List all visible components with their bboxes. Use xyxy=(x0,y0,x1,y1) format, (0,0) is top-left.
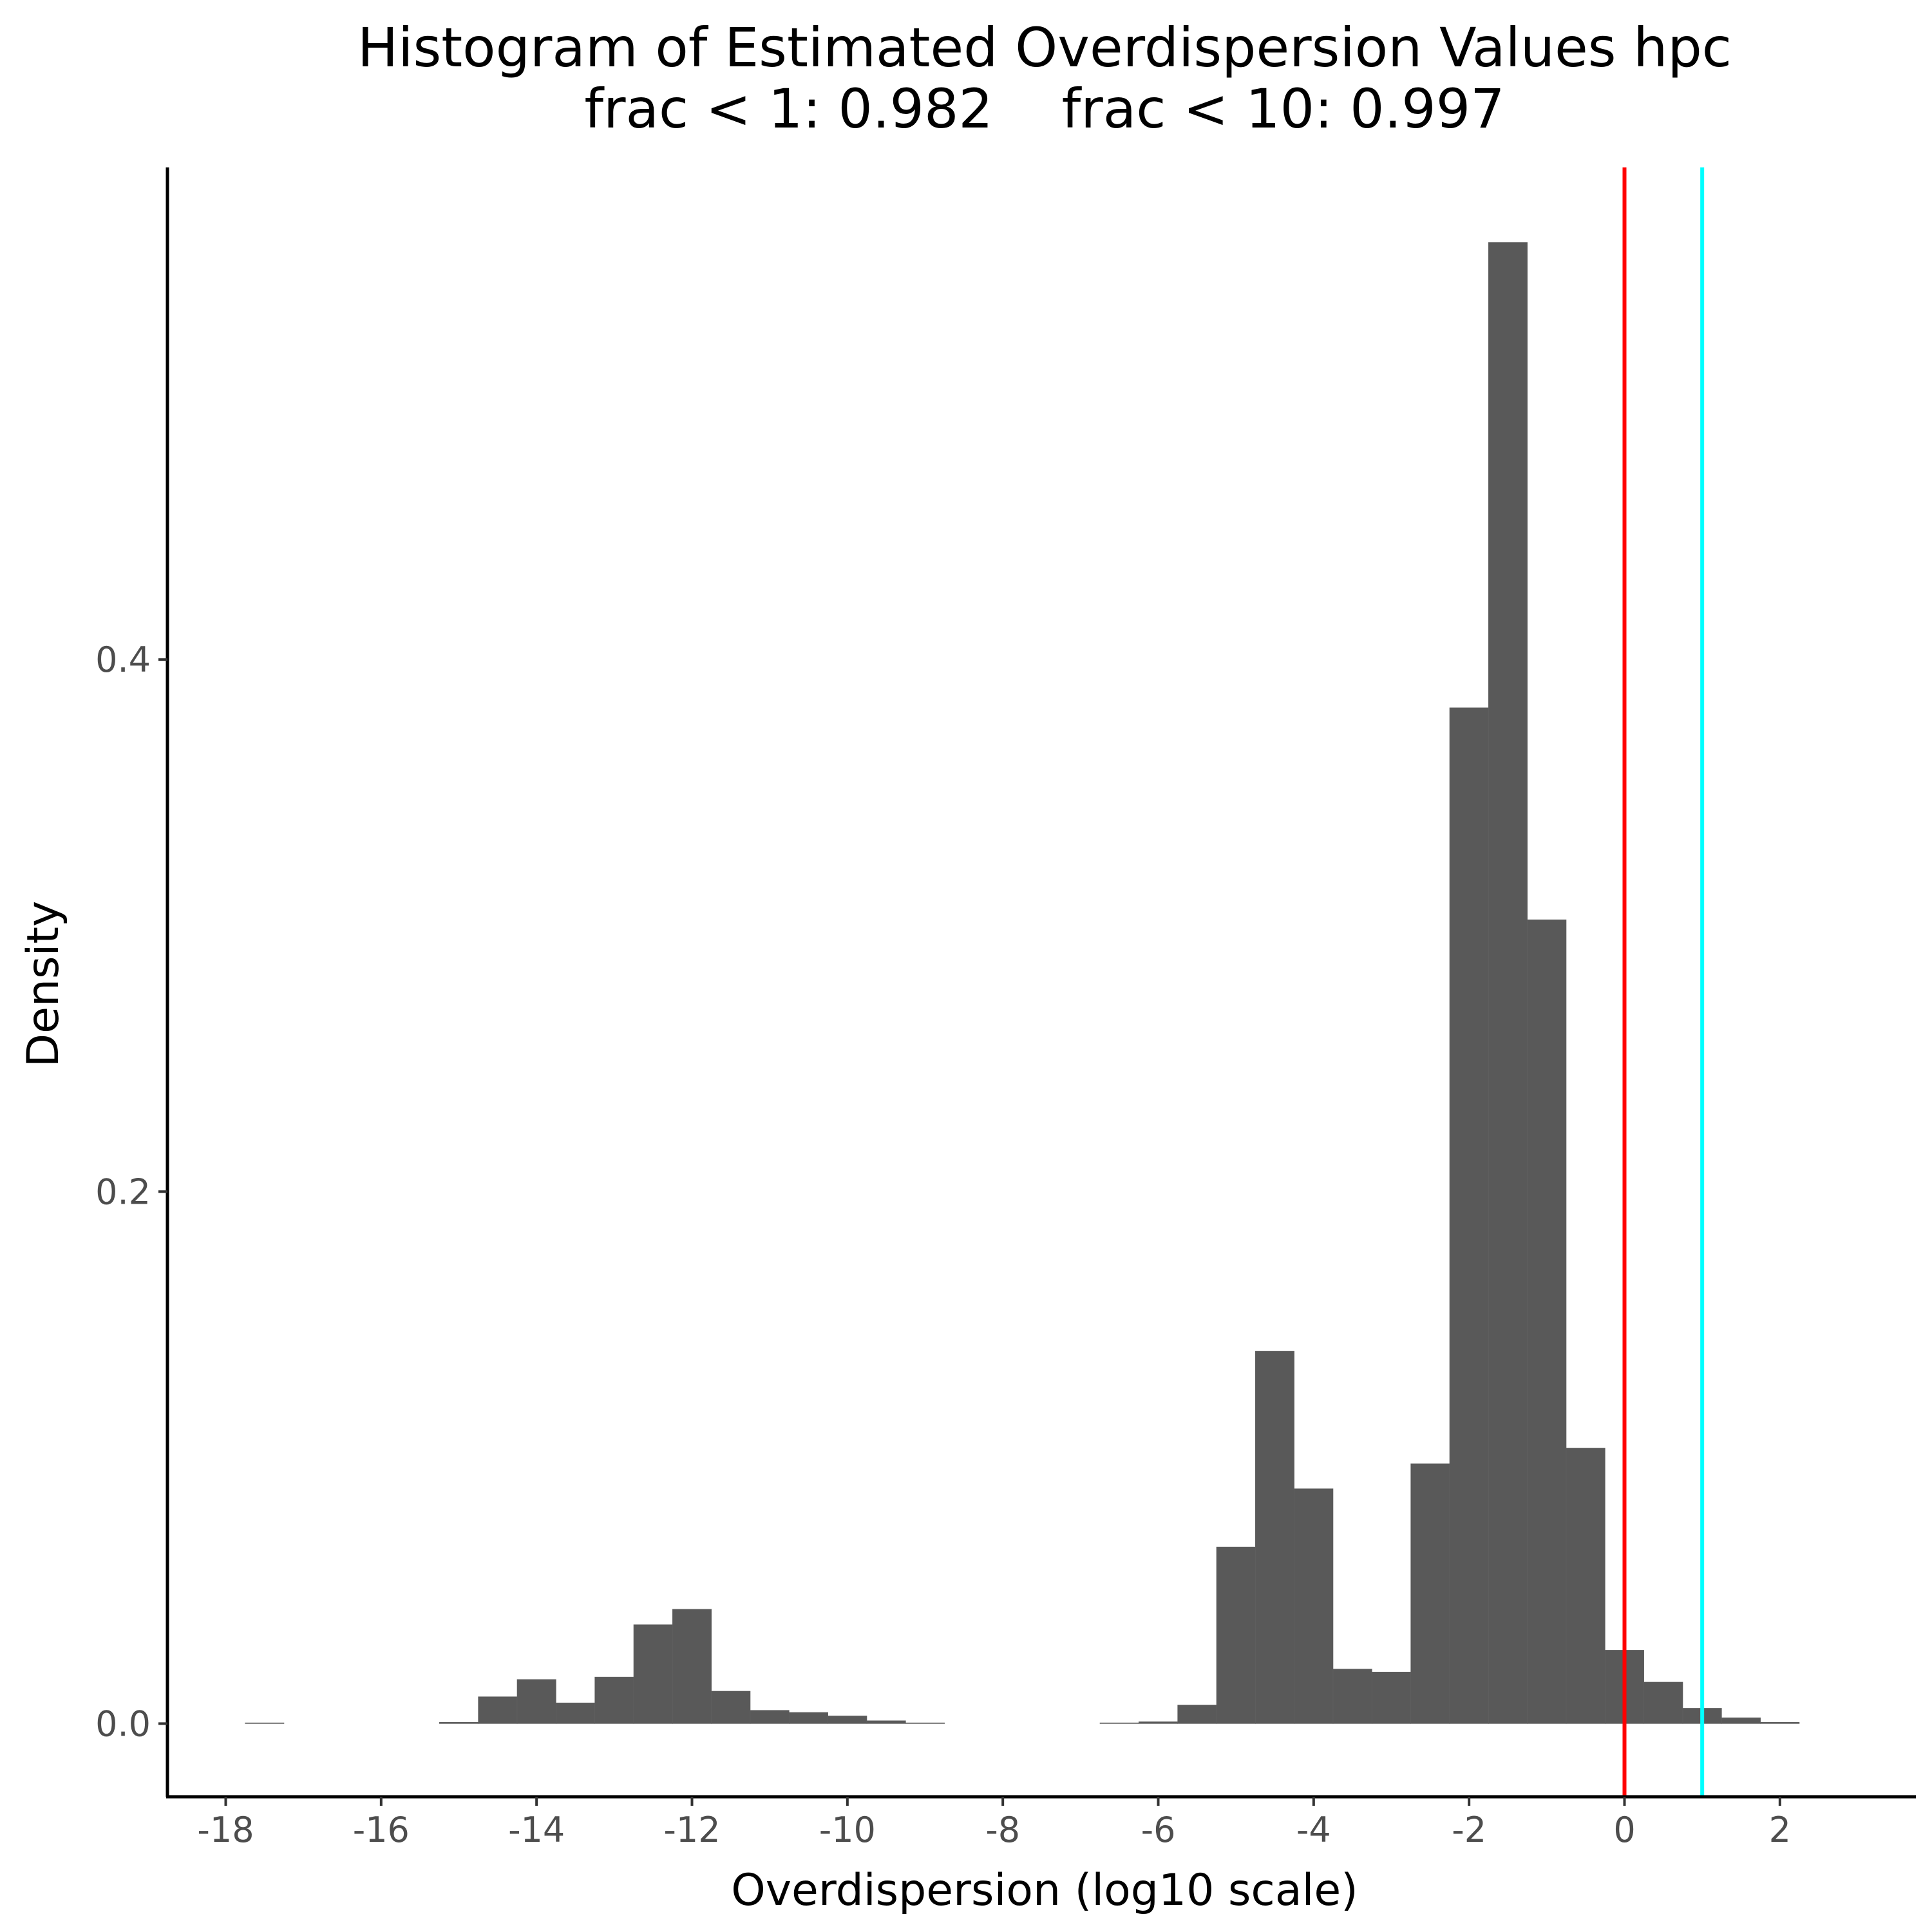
x-tick-label: -2 xyxy=(1452,1810,1486,1850)
histogram-bar xyxy=(1527,919,1567,1724)
y-axis-ticks: 0.0 0.2 0.4 xyxy=(95,639,167,1744)
x-tick-label: -8 xyxy=(985,1810,1020,1850)
x-tick-label: 2 xyxy=(1769,1810,1791,1850)
histogram-bar xyxy=(1488,242,1528,1724)
histogram-bar xyxy=(672,1609,712,1724)
histogram-bar xyxy=(1760,1722,1800,1724)
x-tick-label: -10 xyxy=(819,1810,876,1850)
x-tick-label: -16 xyxy=(353,1810,410,1850)
y-tick-label: 0.0 xyxy=(95,1703,151,1744)
histogram-bar xyxy=(478,1696,518,1724)
x-tick-label: -14 xyxy=(508,1810,565,1850)
histogram-bar xyxy=(1216,1546,1256,1724)
histogram-bars xyxy=(245,242,1800,1724)
histogram-bar xyxy=(556,1702,595,1724)
y-tick-label: 0.4 xyxy=(95,639,151,680)
histogram-bar xyxy=(1294,1488,1334,1724)
histogram-bar xyxy=(711,1690,751,1724)
histogram-bar xyxy=(1643,1681,1683,1724)
x-tick-label: -12 xyxy=(663,1810,720,1850)
histogram-bar xyxy=(828,1716,867,1724)
histogram-bar xyxy=(1566,1448,1605,1724)
histogram-bar xyxy=(866,1720,906,1724)
y-tick-label: 0.2 xyxy=(95,1171,151,1212)
histogram-bar xyxy=(516,1679,556,1724)
chart-subtitle: frac < 1: 0.982 frac < 10: 0.997 xyxy=(584,77,1504,140)
histogram-bar xyxy=(594,1676,634,1724)
histogram-bar xyxy=(633,1624,673,1724)
histogram-bar xyxy=(1255,1350,1294,1724)
x-tick-label: 0 xyxy=(1613,1810,1635,1850)
histogram-bar xyxy=(1449,707,1489,1724)
x-tick-label: -6 xyxy=(1141,1810,1176,1850)
histogram-bar xyxy=(1372,1671,1411,1724)
histogram-bar xyxy=(750,1710,790,1724)
x-axis-label: Overdispersion (log10 scale) xyxy=(731,1865,1358,1916)
histogram-bar xyxy=(1139,1721,1178,1724)
x-tick-label: -4 xyxy=(1296,1810,1331,1850)
histogram-bar xyxy=(1332,1669,1372,1724)
histogram-bar xyxy=(1410,1463,1450,1724)
x-axis-ticks: -18 -16 -14 -12 -10 -8 -6 -4 -2 0 2 xyxy=(197,1797,1791,1850)
chart-title: Histogram of Estimated Overdispersion Va… xyxy=(357,16,1732,79)
histogram-bar xyxy=(1177,1705,1217,1724)
reference-lines xyxy=(1622,167,1705,1797)
histogram-bar xyxy=(1721,1718,1761,1724)
y-axis-label: Density xyxy=(18,901,69,1068)
x-tick-label: -18 xyxy=(197,1810,254,1850)
histogram-bar xyxy=(439,1722,478,1724)
histogram-bar xyxy=(789,1712,828,1724)
